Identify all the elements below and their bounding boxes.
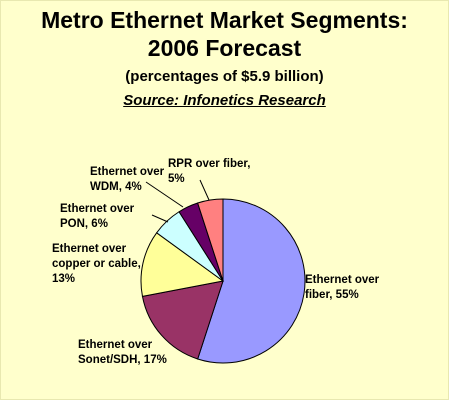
slice-label-ethernet-over-copper-or-cable: Ethernet over copper or cable, 13% xyxy=(52,243,141,285)
leader-line xyxy=(199,179,210,201)
chart-title-line-1: Metro Ethernet Market Segments: xyxy=(41,7,408,33)
chart-title-line-2: 2006 Forecast xyxy=(147,35,302,61)
pie-slice-ethernet-over-copper-or-cable xyxy=(140,232,225,297)
slice-label-rpr-over-fiber: RPR over fiber, 5% xyxy=(168,158,250,185)
pie-slice-ethernet-over-sonet-sdh xyxy=(141,280,224,360)
slice-label-ethernet-over-sonet-sdh: Ethernet over Sonet/SDH, 17% xyxy=(78,339,167,366)
chart-subtitle: (percentages of $5.9 billion) xyxy=(125,68,324,85)
leader-line xyxy=(151,214,169,223)
slice-label-ethernet-over-fiber: Ethernet over fiber, 55% xyxy=(305,274,380,301)
pie-slice-rpr-over-fiber xyxy=(197,198,224,282)
slice-label-ethernet-over-wdm: Ethernet over WDM, 4% xyxy=(90,166,165,193)
pie-slice-ethernet-over-fiber xyxy=(197,198,306,364)
leader-line xyxy=(145,181,184,208)
chart-source: Source: Infonetics Research xyxy=(123,92,326,109)
slice-label-ethernet-over-pon: Ethernet over PON, 6% xyxy=(60,203,135,230)
